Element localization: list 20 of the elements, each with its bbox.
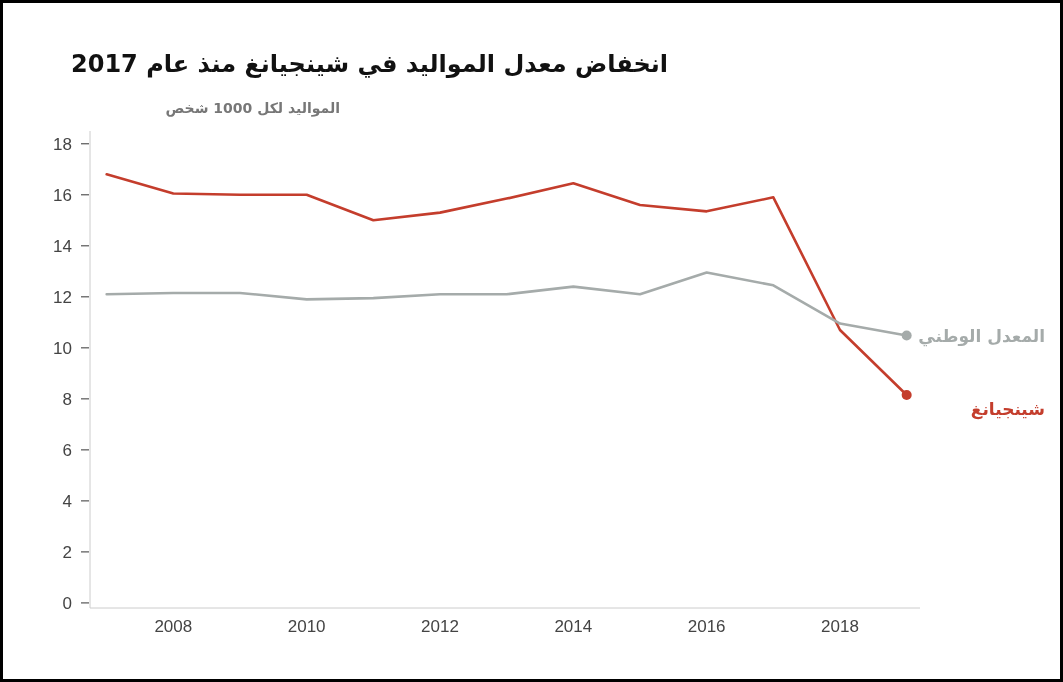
y-tick-label: 14 bbox=[53, 236, 72, 256]
x-tick-label: 2014 bbox=[554, 617, 593, 636]
x-tick-label: 2010 bbox=[287, 617, 326, 636]
y-tick-label: 4 bbox=[62, 491, 72, 511]
y-tick-label: 10 bbox=[53, 338, 72, 358]
y-tick-label: 2 bbox=[62, 542, 72, 562]
x-tick-label: 2016 bbox=[687, 617, 726, 636]
text: شينجيانغ bbox=[970, 399, 1045, 421]
y-tick-label: 12 bbox=[53, 287, 72, 307]
y-axis-title: المواليد لكل 1000 شخص bbox=[165, 100, 340, 117]
y-tick-label: 16 bbox=[53, 185, 72, 205]
y-tick-label: 0 bbox=[62, 593, 72, 613]
chart-title: انخفاض معدل المواليد في شينجيانغ منذ عام 2017 bbox=[71, 50, 668, 78]
x-tick-label: 2008 bbox=[154, 617, 193, 636]
y-tick-label: 18 bbox=[53, 134, 72, 154]
x-tick-label: 2018 bbox=[821, 617, 859, 636]
y-tick-label: 6 bbox=[62, 440, 72, 460]
series-label: المعدل الوطني bbox=[918, 325, 1045, 347]
y-tick-label: 8 bbox=[62, 389, 72, 409]
x-tick-label: 2012 bbox=[421, 617, 459, 636]
